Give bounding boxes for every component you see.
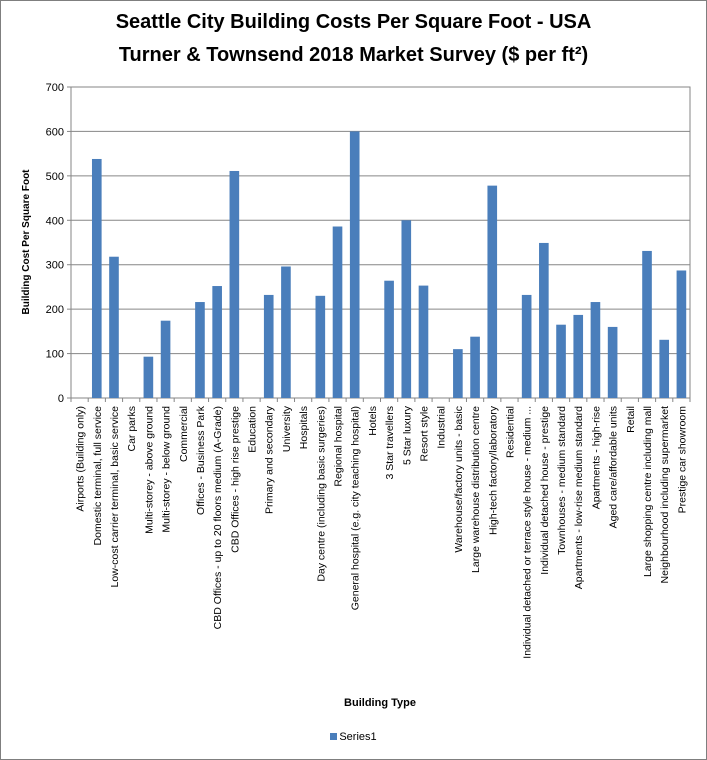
bar <box>195 302 205 398</box>
bar <box>263 294 274 398</box>
x-tick-label: Warehouse/factory units - basic <box>453 406 465 553</box>
bar <box>315 295 326 398</box>
bar <box>91 158 102 398</box>
y-axis-ticks: 0 100 200 300 400 500 600 700 <box>46 82 71 405</box>
x-tick-label: Offices - Business Park <box>195 405 207 515</box>
x-tick-label: Neighbourhood including supermarket <box>659 406 671 584</box>
y-tick-label: 700 <box>46 82 64 94</box>
x-tick-label: University <box>281 405 293 452</box>
legend-swatch <box>330 732 338 740</box>
bar <box>401 220 412 398</box>
x-tick-label: Regional hospital <box>333 406 345 487</box>
y-tick-label: 100 <box>46 349 64 361</box>
chart-title: Seattle City Building Costs Per Square F… <box>115 11 592 33</box>
x-tick-label: Individual detached house - prestige <box>539 406 551 575</box>
y-tick-label: 500 <box>46 171 64 183</box>
bar <box>453 349 463 398</box>
x-tick-label: Low-cost carrier terminal, basic service <box>109 406 121 588</box>
x-tick-label: Prestige car showroom <box>676 406 688 514</box>
bar <box>281 266 291 398</box>
y-tick-label: 300 <box>46 260 64 272</box>
bar <box>418 285 429 398</box>
x-tick-label: Retail <box>625 406 637 433</box>
legend: Series1 <box>0 731 707 743</box>
bar <box>143 356 154 398</box>
x-tick-label: Apartments - low-rise medium standard <box>573 406 585 589</box>
bar <box>539 242 549 398</box>
plot-area <box>70 86 691 399</box>
x-tick-label: Primary and secondary <box>264 405 276 514</box>
x-tick-label: Large shopping centre including mall <box>642 406 654 577</box>
y-tick-label: 400 <box>46 215 64 227</box>
y-tick-label: 200 <box>46 304 64 316</box>
x-tick-label: Domestic terminal, full service <box>92 406 104 546</box>
x-tick-label: Resort style <box>418 406 430 462</box>
bar <box>332 226 343 398</box>
x-tick-label: Hotels <box>367 406 379 436</box>
y-axis-label: Building Cost Per Square Foot <box>21 169 32 315</box>
x-tick-label: Multi-storey - above ground <box>143 406 155 534</box>
chart-subtitle: Turner & Townsend 2018 Market Survey ($ … <box>118 44 589 66</box>
bar <box>659 339 670 398</box>
x-tick-label: Car parks <box>126 406 138 452</box>
bar <box>229 170 240 398</box>
x-tick-label: Apartments - high-rise <box>590 406 602 509</box>
bar <box>212 286 222 398</box>
x-tick-label: Hospitals <box>298 406 310 449</box>
x-tick-label: Industrial <box>436 406 448 449</box>
legend-label: Series1 <box>339 731 377 743</box>
x-axis-ticks: Airports (Building only) Domestic termina… <box>70 398 691 659</box>
bars <box>91 131 687 398</box>
x-tick-label: Aged care/affordable units <box>608 406 620 528</box>
x-tick-label: Commercial <box>178 406 190 462</box>
gridlines <box>71 130 690 355</box>
x-tick-label: Airports (Building only) <box>75 406 87 512</box>
bar <box>487 185 498 398</box>
x-tick-label: 5 Star luxury <box>401 405 413 465</box>
x-tick-label: Residential <box>504 406 516 458</box>
x-tick-label: Individual detached or terrace style hou… <box>522 406 534 659</box>
bar <box>470 336 480 398</box>
x-tick-label: General hospital (e.g. city teaching hos… <box>350 406 362 610</box>
bar <box>521 294 532 398</box>
y-tick-label: 600 <box>46 126 64 138</box>
x-tick-label: Education <box>247 406 259 453</box>
bar <box>349 131 360 398</box>
bar <box>556 324 566 398</box>
x-tick-label: Multi-storey - below ground <box>161 406 173 533</box>
bar <box>607 326 618 398</box>
x-tick-label: 3 Star travellers <box>384 406 396 480</box>
bar <box>573 314 584 398</box>
x-tick-label: CBD Offices - high rise prestige <box>229 406 241 553</box>
bar <box>160 320 171 398</box>
x-tick-label: Day centre (including basic surgeries) <box>315 406 327 582</box>
bar <box>109 256 119 398</box>
x-tick-label: Townhouses - medium standard <box>556 406 568 555</box>
x-tick-label: High-tech factory/laboratory <box>487 405 499 535</box>
bar <box>384 280 394 398</box>
bar <box>676 270 687 398</box>
bar <box>642 250 652 398</box>
x-axis-label: Building Type <box>344 697 416 709</box>
y-tick-label: 0 <box>58 393 64 405</box>
bar <box>590 302 601 398</box>
x-tick-label: CBD Offices - up to 20 floors medium (A-… <box>212 406 224 629</box>
x-tick-label: Large warehouse distribution centre <box>470 406 482 573</box>
